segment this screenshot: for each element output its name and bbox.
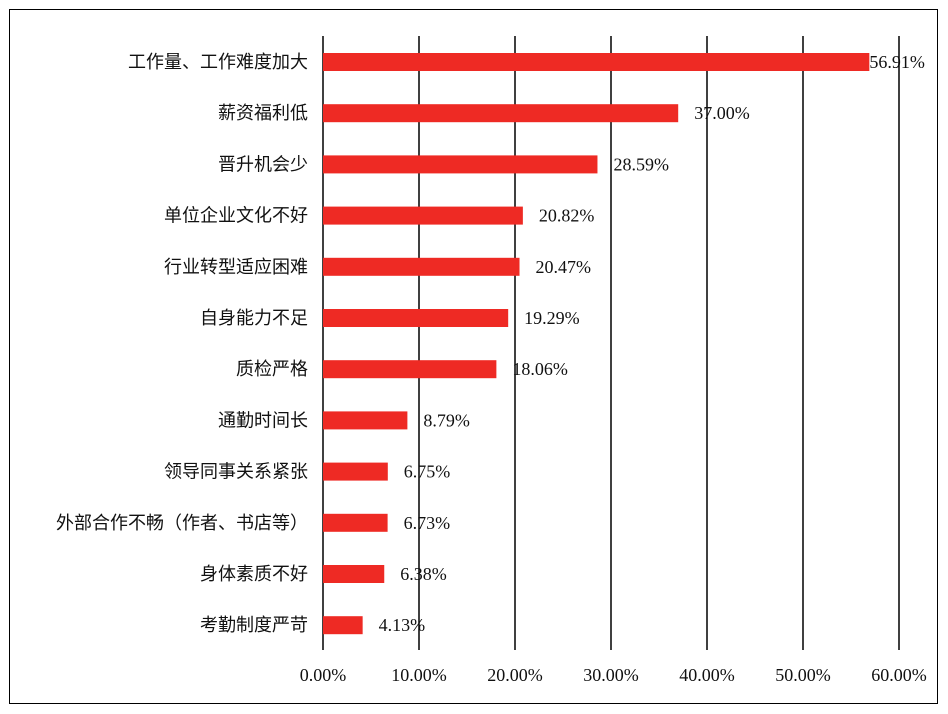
data-label: 6.73% <box>404 513 451 533</box>
data-label: 28.59% <box>613 154 669 174</box>
category-label: 工作量、工作难度加大 <box>128 52 308 73</box>
bar <box>323 104 679 123</box>
data-label: 6.75% <box>404 462 451 482</box>
x-tick-label: 40.00% <box>679 665 735 685</box>
category-label: 通勤时间长 <box>218 410 308 431</box>
bar <box>323 309 509 327</box>
data-label: 37.00% <box>694 103 750 123</box>
category-label: 身体素质不好 <box>200 564 308 585</box>
bar <box>323 206 523 225</box>
category-label: 行业转型适应困难 <box>164 257 308 278</box>
data-label: 20.47% <box>536 257 592 277</box>
data-label: 56.91% <box>869 52 925 72</box>
category-label: 薪资福利低 <box>218 103 308 124</box>
bar <box>323 53 870 71</box>
data-label: 19.29% <box>524 308 580 328</box>
category-label: 自身能力不足 <box>200 308 308 329</box>
data-label: 20.82% <box>539 206 595 226</box>
category-label: 领导同事关系紧张 <box>164 462 308 483</box>
bar <box>323 513 388 532</box>
chart-frame <box>9 9 938 704</box>
bar <box>323 462 388 481</box>
bar <box>323 155 598 174</box>
data-label: 6.38% <box>400 564 447 584</box>
data-label: 8.79% <box>423 410 470 430</box>
bar <box>323 411 408 430</box>
data-label: 18.06% <box>512 359 568 379</box>
bar <box>323 360 497 379</box>
category-label: 考勤制度严苛 <box>200 615 308 636</box>
bar <box>323 616 363 635</box>
bar <box>323 565 385 583</box>
bar <box>323 257 520 276</box>
x-tick-label: 50.00% <box>775 665 831 685</box>
category-label: 单位企业文化不好 <box>164 206 308 227</box>
category-label: 外部合作不畅（作者、书店等） <box>56 513 308 534</box>
x-tick-label: 0.00% <box>300 665 347 685</box>
x-tick-label: 60.00% <box>871 665 927 685</box>
x-tick-label: 30.00% <box>583 665 639 685</box>
x-tick-label: 10.00% <box>391 665 447 685</box>
category-label: 晋升机会少 <box>218 154 308 175</box>
category-label: 质检严格 <box>236 359 308 380</box>
data-label: 4.13% <box>379 615 426 635</box>
x-tick-label: 20.00% <box>487 665 543 685</box>
